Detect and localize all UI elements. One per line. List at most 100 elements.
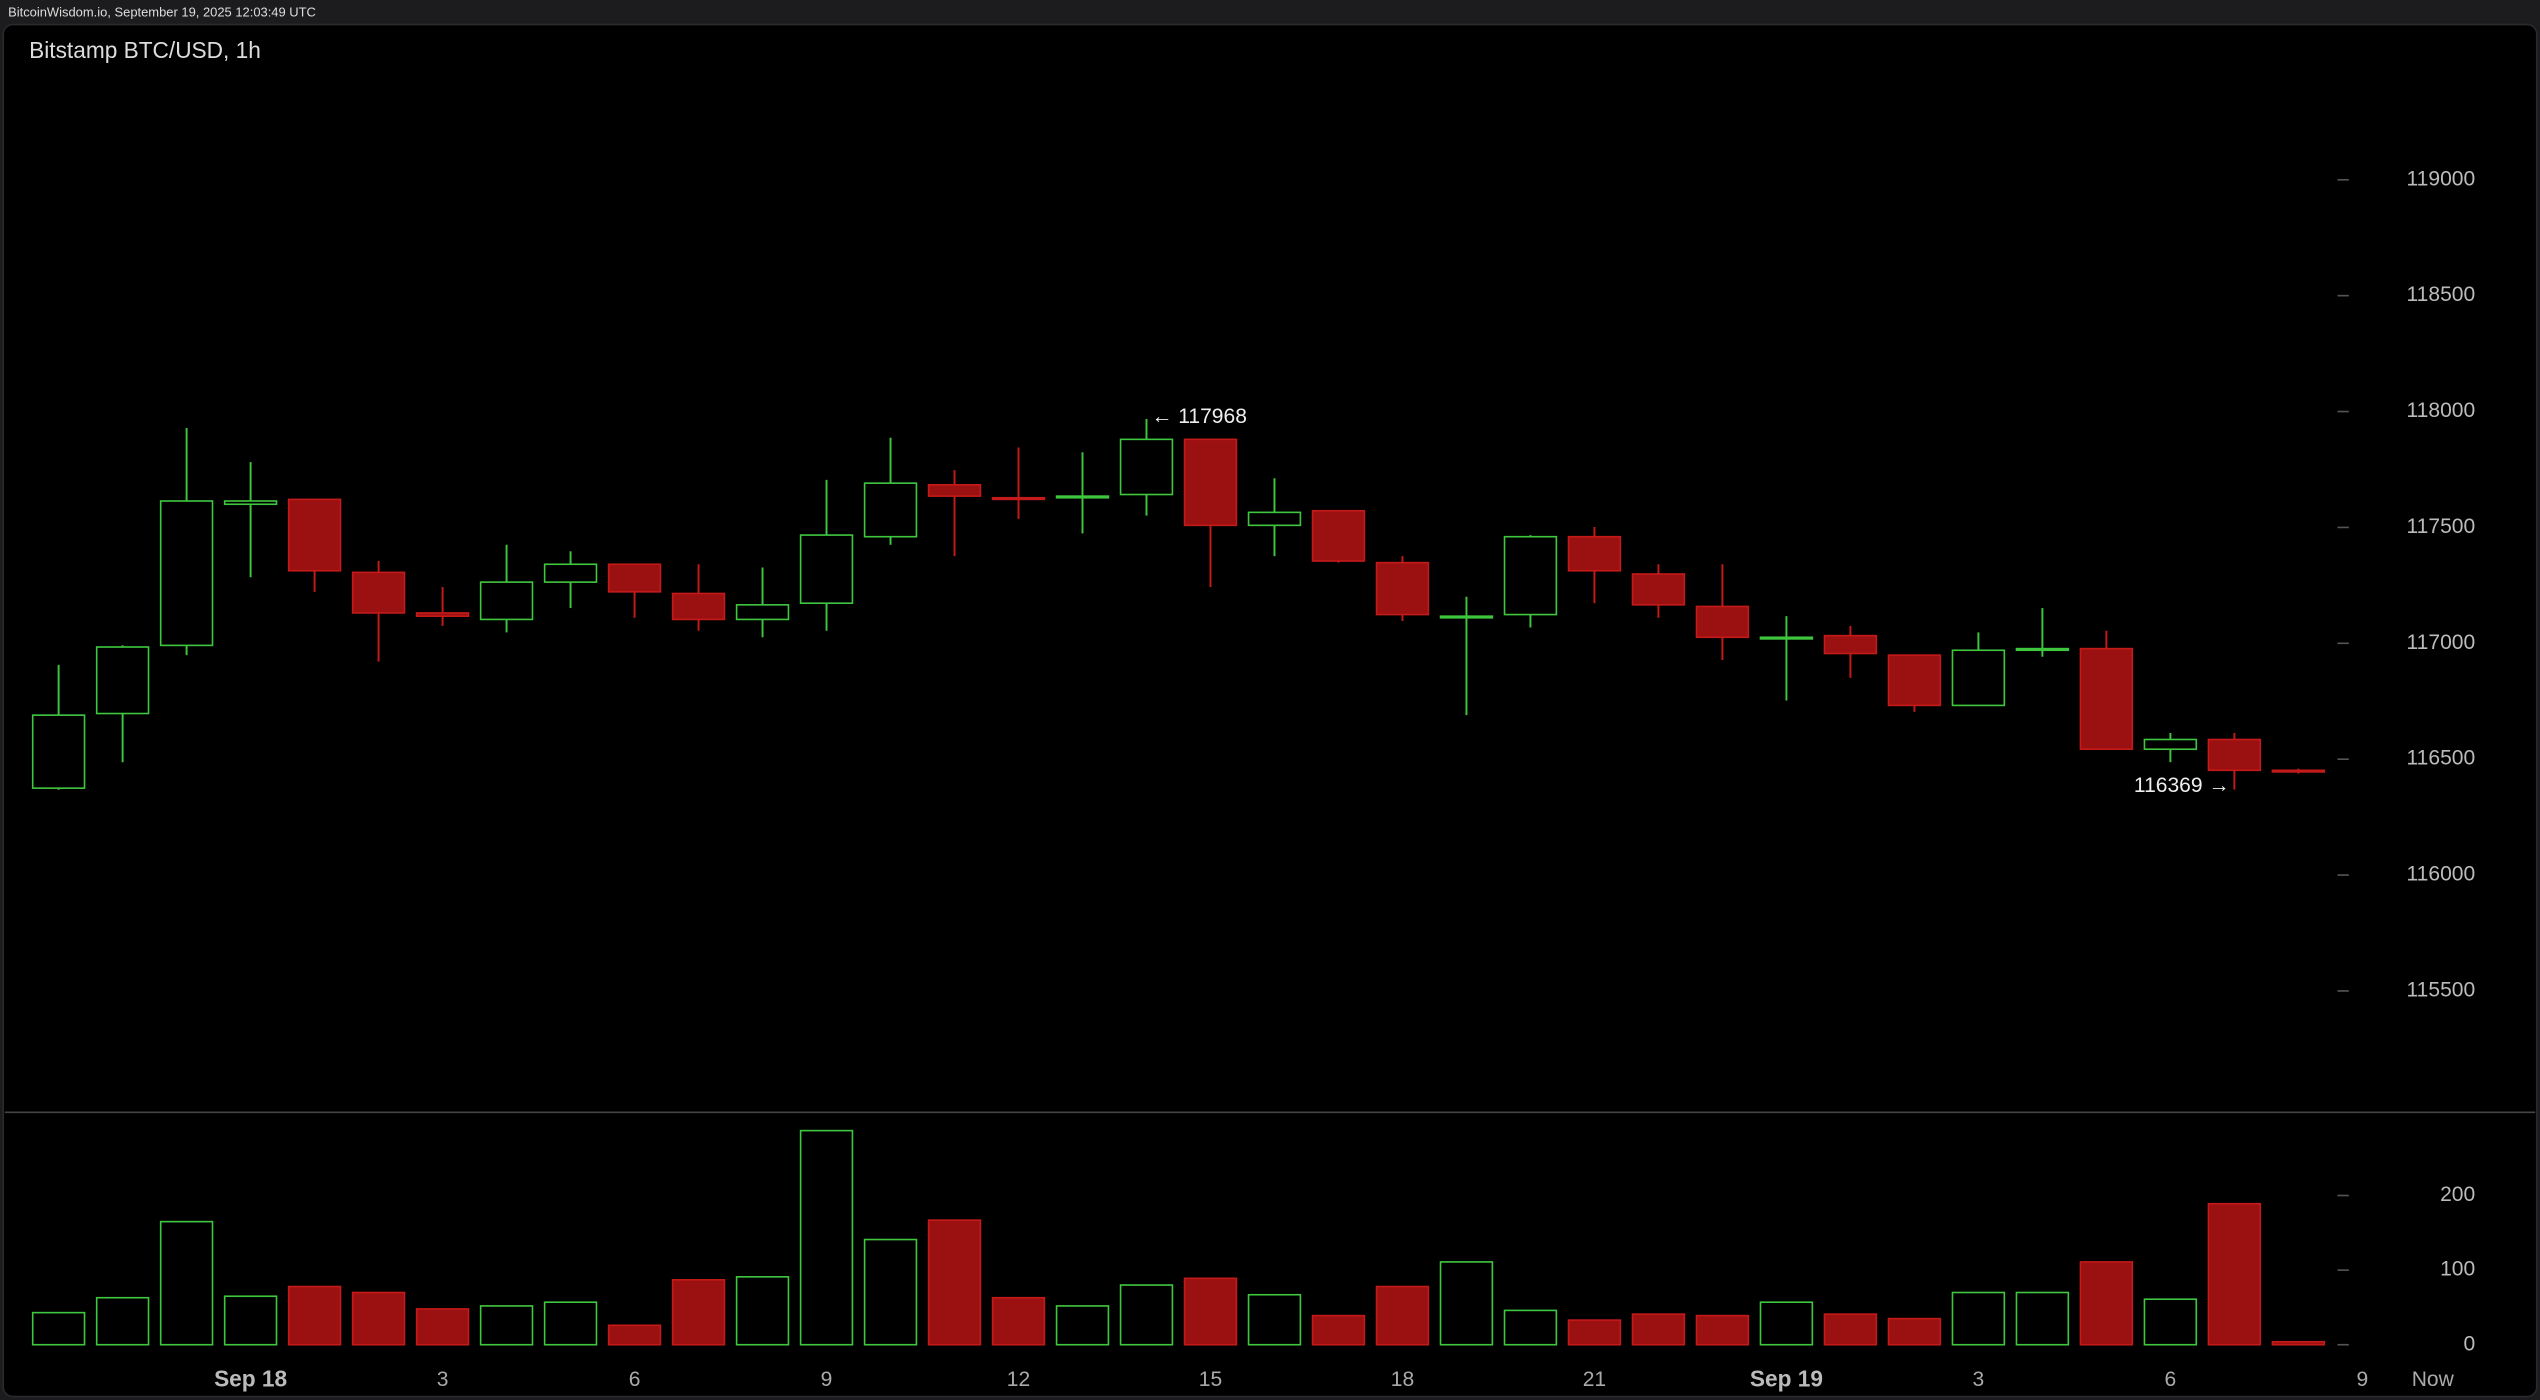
candle-body <box>1119 438 1174 496</box>
candle-body <box>1375 561 1430 616</box>
candle-body <box>2143 738 2198 751</box>
x-tick-label: 9 <box>821 1368 833 1391</box>
volume-bar <box>671 1279 726 1346</box>
candle-body <box>1951 649 2006 707</box>
y-tick-label: 100 <box>2440 1258 2475 1281</box>
x-tick-label: Sep 18 <box>214 1365 287 1391</box>
y-tick-label: 200 <box>2440 1183 2475 1206</box>
annotation: 116369 → <box>2134 774 2230 797</box>
candle-body <box>2271 769 2326 773</box>
x-tick-label: 9 <box>2357 1368 2369 1391</box>
y-tick-label: 116500 <box>2407 747 2476 770</box>
volume-bar <box>415 1308 470 1346</box>
volume-bar <box>1375 1285 1430 1346</box>
volume-bar <box>31 1311 86 1346</box>
y-tick-label: 119000 <box>2407 167 2476 190</box>
chart-title: Bitstamp BTC/USD, 1h <box>29 37 261 63</box>
y-tick-label: 117500 <box>2407 515 2476 538</box>
volume-bar <box>1119 1284 1174 1346</box>
candle-body <box>351 571 406 614</box>
candle-body <box>1503 535 1558 616</box>
x-tick-label: 21 <box>1583 1368 1606 1391</box>
volume-bar <box>2079 1261 2134 1346</box>
volume-bar <box>1759 1301 1814 1346</box>
y-tick-label: 118000 <box>2407 399 2476 422</box>
volume-bar <box>1887 1317 1942 1346</box>
volume-bar <box>799 1129 854 1346</box>
volume-bar <box>2015 1291 2070 1346</box>
candle-body <box>95 646 150 715</box>
volume-bar <box>1631 1313 1686 1346</box>
candle-body <box>287 498 342 572</box>
volume-bar <box>479 1305 534 1346</box>
candle-body <box>2207 738 2262 772</box>
volume-bar <box>863 1238 918 1346</box>
candle-body <box>479 581 534 621</box>
candle-body <box>415 612 470 617</box>
volume-bar <box>2143 1298 2198 1346</box>
candle-body <box>159 500 214 647</box>
candle-body <box>2079 647 2134 751</box>
volume-bar <box>2271 1340 2326 1346</box>
candle-body <box>1055 495 1110 499</box>
volume-bar <box>1823 1313 1878 1346</box>
candle-body <box>1759 636 1814 640</box>
y-tick-label: 115500 <box>2407 979 2476 1002</box>
volume-bar <box>991 1296 1046 1346</box>
candle-body <box>1183 438 1238 527</box>
x-tick-label: 12 <box>1007 1368 1030 1391</box>
candle-body <box>1823 634 1878 655</box>
candle-body <box>1695 605 1750 639</box>
volume-bar <box>351 1291 406 1346</box>
y-tick-label: 118500 <box>2407 283 2476 306</box>
candle-body <box>223 500 278 506</box>
candle-body <box>671 592 726 621</box>
candle-body <box>735 604 790 621</box>
volume-bar <box>95 1296 150 1346</box>
candle-body <box>1567 535 1622 572</box>
volume-bar <box>1311 1314 1366 1346</box>
x-tick-label: Sep 19 <box>1750 1365 1823 1391</box>
volume-bar <box>1951 1291 2006 1346</box>
panel <box>2 23 2538 1398</box>
y-tick-label: 117000 <box>2407 631 2476 654</box>
candle-body <box>31 714 86 789</box>
candle-body <box>799 534 854 605</box>
volume-bar <box>1183 1277 1238 1346</box>
candle-body <box>1247 511 1302 527</box>
annotation: ← 117968 <box>1151 405 1247 428</box>
candle-body <box>2015 647 2070 652</box>
candle-body <box>607 563 662 593</box>
candle-body <box>1631 573 1686 606</box>
volume-bar <box>2207 1202 2262 1346</box>
candle-body <box>543 563 598 583</box>
candle-body <box>863 482 918 538</box>
volume-bar <box>1503 1309 1558 1346</box>
volume-bar <box>735 1276 790 1346</box>
x-tick-label: 3 <box>1973 1368 1985 1391</box>
volume-bar <box>1055 1305 1110 1346</box>
candle-body <box>991 496 1046 501</box>
volume-bar <box>1567 1319 1622 1346</box>
x-tick-label: 6 <box>2165 1368 2177 1391</box>
volume-bar <box>159 1220 214 1346</box>
x-tick-label: Now <box>2412 1368 2455 1391</box>
volume-bar <box>223 1295 278 1346</box>
candle-body <box>1887 654 1942 707</box>
header: BitcoinWisdom.io, September 19, 2025 12:… <box>8 5 316 20</box>
x-tick-label: 6 <box>629 1368 641 1391</box>
volume-bar <box>607 1324 662 1346</box>
volume-bar <box>543 1301 598 1346</box>
x-tick-label: 3 <box>437 1368 449 1391</box>
volume-bar <box>287 1285 342 1346</box>
candle-body <box>927 483 982 497</box>
y-tick-label: 116000 <box>2407 863 2476 886</box>
x-tick-label: 15 <box>1199 1368 1222 1391</box>
volume-bar <box>927 1219 982 1346</box>
y-tick-label: 0 <box>2463 1332 2475 1355</box>
candle-body <box>1439 615 1494 619</box>
x-tick-label: 18 <box>1391 1368 1414 1391</box>
volume-bar <box>1695 1314 1750 1346</box>
